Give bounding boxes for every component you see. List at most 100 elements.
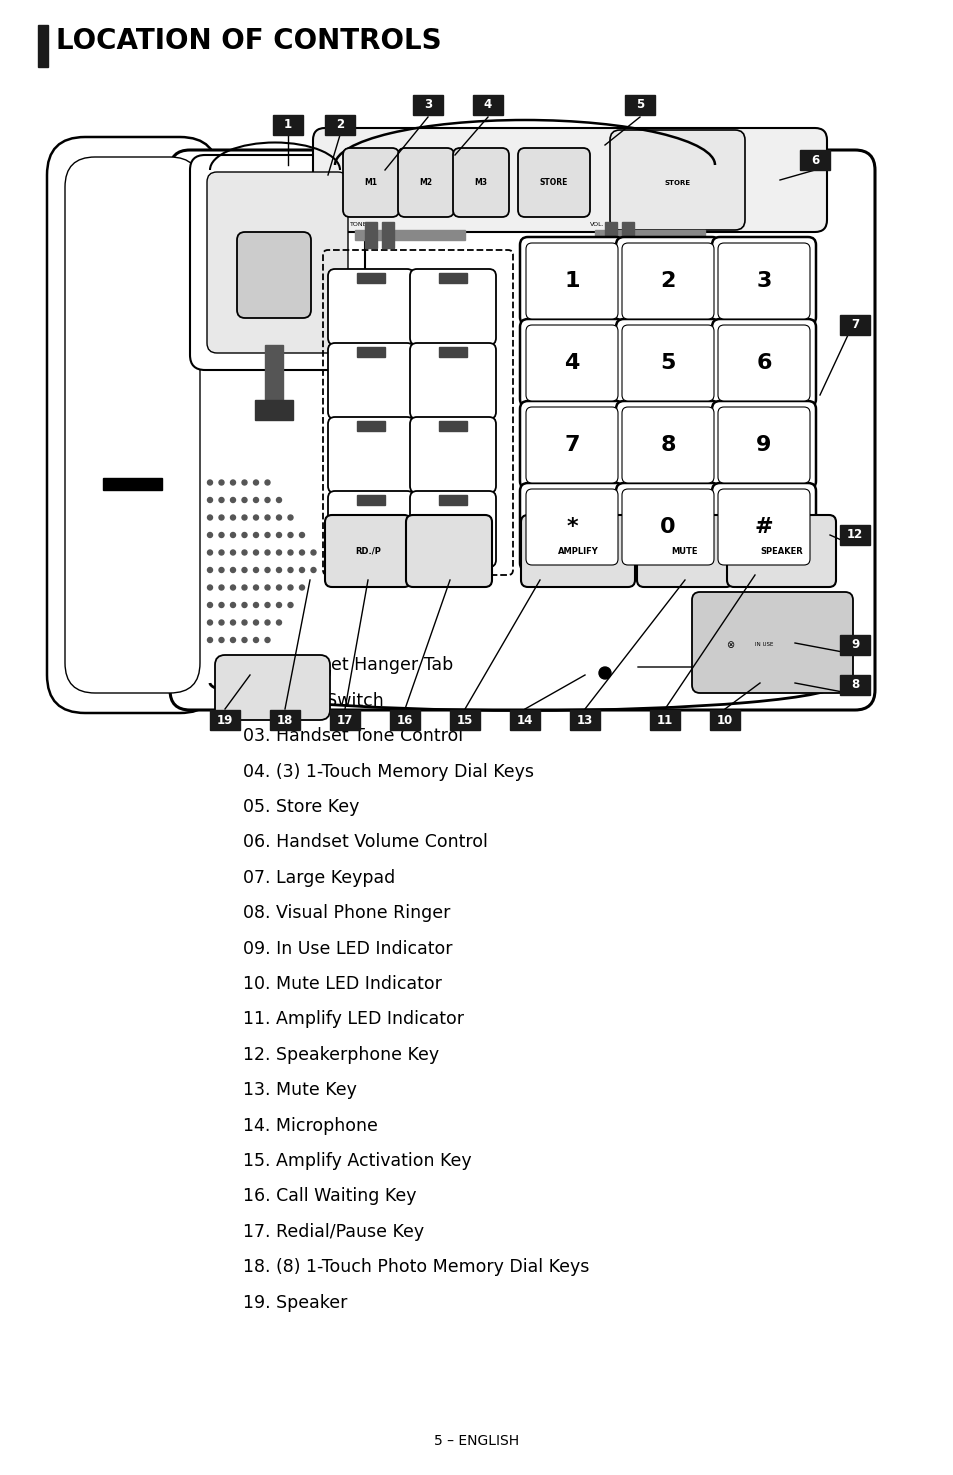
Circle shape bbox=[299, 550, 304, 555]
Bar bbox=[325, 115, 355, 136]
Circle shape bbox=[219, 620, 224, 625]
FancyBboxPatch shape bbox=[517, 148, 589, 217]
Text: RD./P: RD./P bbox=[355, 547, 380, 556]
FancyBboxPatch shape bbox=[313, 128, 826, 232]
Bar bbox=[438, 273, 467, 283]
FancyBboxPatch shape bbox=[520, 515, 635, 587]
Bar bbox=[709, 709, 740, 730]
Bar bbox=[840, 525, 869, 544]
Text: M2: M2 bbox=[419, 178, 432, 187]
Text: 12. Speakerphone Key: 12. Speakerphone Key bbox=[243, 1046, 439, 1063]
Bar bbox=[604, 223, 617, 248]
Bar bbox=[621, 223, 634, 248]
Circle shape bbox=[231, 532, 235, 537]
Bar bbox=[103, 478, 162, 490]
FancyBboxPatch shape bbox=[711, 319, 815, 407]
FancyBboxPatch shape bbox=[616, 319, 720, 407]
Circle shape bbox=[265, 586, 270, 590]
Circle shape bbox=[276, 497, 281, 503]
Circle shape bbox=[253, 550, 258, 555]
Circle shape bbox=[276, 568, 281, 572]
Text: 6: 6 bbox=[810, 153, 819, 167]
Circle shape bbox=[311, 550, 315, 555]
FancyBboxPatch shape bbox=[214, 655, 330, 720]
FancyBboxPatch shape bbox=[343, 148, 398, 217]
Bar bbox=[510, 709, 539, 730]
Circle shape bbox=[288, 532, 293, 537]
FancyBboxPatch shape bbox=[328, 491, 414, 566]
Circle shape bbox=[242, 479, 247, 485]
Circle shape bbox=[311, 568, 315, 572]
Bar bbox=[356, 347, 385, 357]
FancyBboxPatch shape bbox=[328, 268, 414, 345]
Text: 07. Large Keypad: 07. Large Keypad bbox=[243, 869, 395, 886]
Bar bbox=[381, 223, 394, 248]
Text: SPEAKER: SPEAKER bbox=[760, 547, 802, 556]
Text: 18. (8) 1-Touch Photo Memory Dial Keys: 18. (8) 1-Touch Photo Memory Dial Keys bbox=[243, 1258, 589, 1276]
Text: 7: 7 bbox=[850, 319, 858, 332]
Text: 19: 19 bbox=[216, 714, 233, 727]
FancyBboxPatch shape bbox=[637, 515, 732, 587]
Circle shape bbox=[242, 602, 247, 608]
FancyBboxPatch shape bbox=[328, 344, 414, 419]
FancyBboxPatch shape bbox=[525, 490, 618, 565]
Circle shape bbox=[276, 620, 281, 625]
FancyBboxPatch shape bbox=[47, 137, 218, 712]
Circle shape bbox=[276, 550, 281, 555]
FancyBboxPatch shape bbox=[726, 515, 835, 587]
Circle shape bbox=[299, 532, 304, 537]
Circle shape bbox=[253, 586, 258, 590]
FancyBboxPatch shape bbox=[621, 407, 713, 482]
Circle shape bbox=[219, 637, 224, 643]
Bar bbox=[210, 709, 240, 730]
FancyBboxPatch shape bbox=[190, 155, 365, 370]
Circle shape bbox=[265, 515, 270, 521]
Text: 05. Store Key: 05. Store Key bbox=[243, 798, 359, 816]
Bar bbox=[473, 94, 502, 115]
Bar bbox=[355, 230, 464, 240]
Circle shape bbox=[288, 586, 293, 590]
Text: 13: 13 bbox=[577, 714, 593, 727]
Circle shape bbox=[265, 479, 270, 485]
FancyBboxPatch shape bbox=[711, 237, 815, 324]
Circle shape bbox=[242, 637, 247, 643]
Bar bbox=[38, 25, 48, 66]
FancyBboxPatch shape bbox=[325, 515, 411, 587]
FancyBboxPatch shape bbox=[621, 243, 713, 319]
Bar bbox=[624, 94, 655, 115]
Circle shape bbox=[253, 568, 258, 572]
Text: 8: 8 bbox=[850, 678, 859, 692]
Text: 14: 14 bbox=[517, 714, 533, 727]
FancyBboxPatch shape bbox=[609, 130, 744, 230]
Bar bbox=[365, 223, 376, 248]
Circle shape bbox=[208, 532, 213, 537]
Text: 12: 12 bbox=[846, 528, 862, 541]
Circle shape bbox=[208, 550, 213, 555]
Circle shape bbox=[231, 602, 235, 608]
Circle shape bbox=[231, 586, 235, 590]
Text: ⊗: ⊗ bbox=[725, 640, 733, 650]
Text: 17. Redial/Pause Key: 17. Redial/Pause Key bbox=[243, 1223, 424, 1240]
FancyBboxPatch shape bbox=[621, 490, 713, 565]
Circle shape bbox=[231, 550, 235, 555]
Text: 14. Microphone: 14. Microphone bbox=[243, 1117, 377, 1134]
FancyBboxPatch shape bbox=[519, 319, 623, 407]
Circle shape bbox=[253, 532, 258, 537]
Circle shape bbox=[288, 568, 293, 572]
Text: M3: M3 bbox=[474, 178, 487, 187]
Circle shape bbox=[208, 586, 213, 590]
Circle shape bbox=[265, 550, 270, 555]
FancyBboxPatch shape bbox=[410, 491, 496, 566]
FancyBboxPatch shape bbox=[711, 482, 815, 571]
Bar bbox=[840, 676, 869, 695]
Circle shape bbox=[208, 637, 213, 643]
Bar bbox=[649, 709, 679, 730]
FancyBboxPatch shape bbox=[170, 150, 874, 709]
Text: 5: 5 bbox=[636, 99, 643, 112]
Bar bbox=[438, 420, 467, 431]
Circle shape bbox=[219, 602, 224, 608]
Circle shape bbox=[219, 568, 224, 572]
Text: IN USE: IN USE bbox=[754, 643, 773, 648]
FancyBboxPatch shape bbox=[519, 237, 623, 324]
FancyBboxPatch shape bbox=[525, 407, 618, 482]
